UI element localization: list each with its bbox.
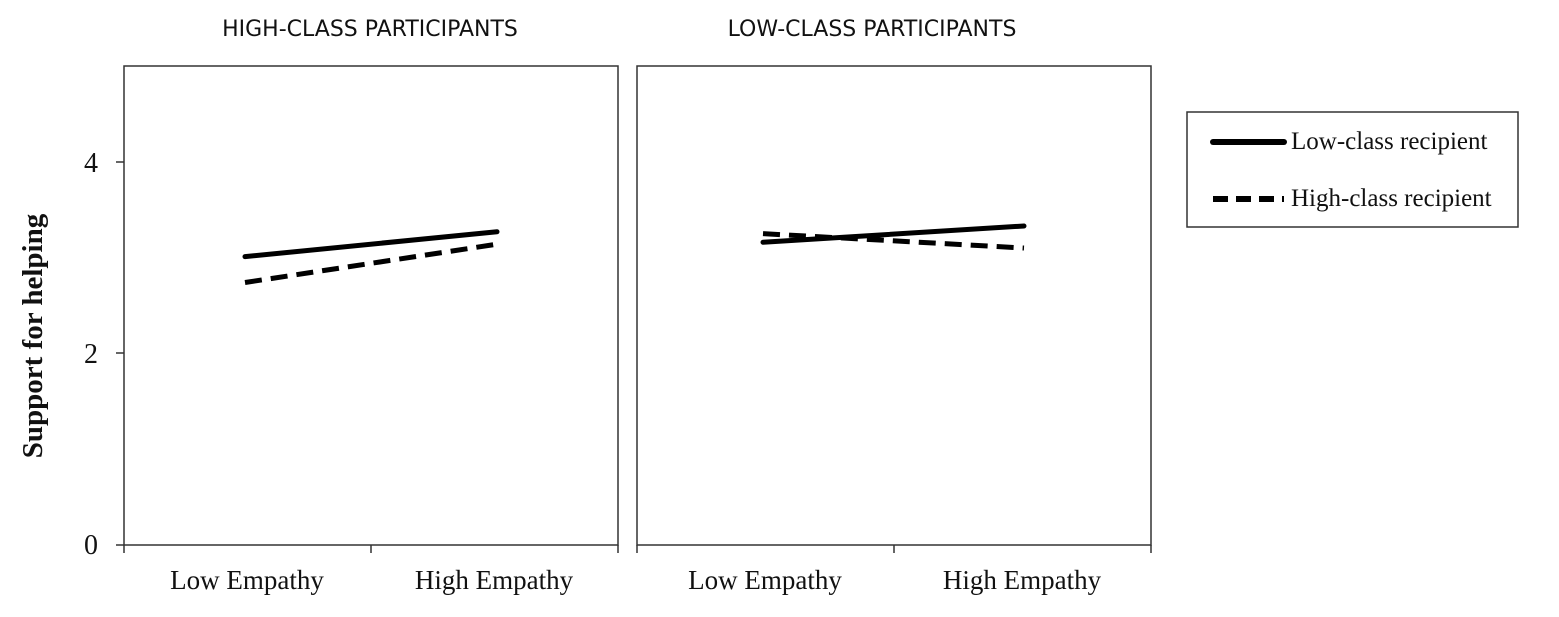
series-line-low-class-recipient xyxy=(760,223,1027,245)
series-line-low-class-recipient xyxy=(242,229,500,260)
y-tick-label-2: 2 xyxy=(84,339,98,370)
legend-box xyxy=(1186,111,1519,228)
panel-high-class: HIGH-CLASS PARTICIPANTS Low Empathy High… xyxy=(116,17,619,595)
y-axis-title: Support for helping xyxy=(17,213,49,458)
panel-title-high-class: HIGH-CLASS PARTICIPANTS xyxy=(222,17,518,42)
x-tick-label-low-empathy: Low Empathy xyxy=(688,565,842,595)
legend-label-high-class-recipient: High-class recipient xyxy=(1291,185,1492,212)
y-tick-label-4: 4 xyxy=(84,148,98,179)
x-tick-label-high-empathy: High Empathy xyxy=(415,565,574,595)
panel-low-class: LOW-CLASS PARTICIPANTS Low Empathy High … xyxy=(636,17,1152,595)
y-tick-label-0: 0 xyxy=(84,530,98,561)
plot-frame-low-class xyxy=(636,65,1152,546)
x-tick-label-low-empathy: Low Empathy xyxy=(170,565,324,595)
plot-frame-high-class xyxy=(123,65,619,546)
panel-title-low-class: LOW-CLASS PARTICIPANTS xyxy=(728,17,1017,42)
series-line-high-class-recipient xyxy=(762,231,1025,251)
series-line-high-class-recipient xyxy=(244,241,498,285)
legend-label-low-class-recipient: Low-class recipient xyxy=(1291,128,1488,155)
legend: Low-class recipient High-class recipient xyxy=(1186,111,1519,228)
x-tick-label-high-empathy: High Empathy xyxy=(943,565,1102,595)
